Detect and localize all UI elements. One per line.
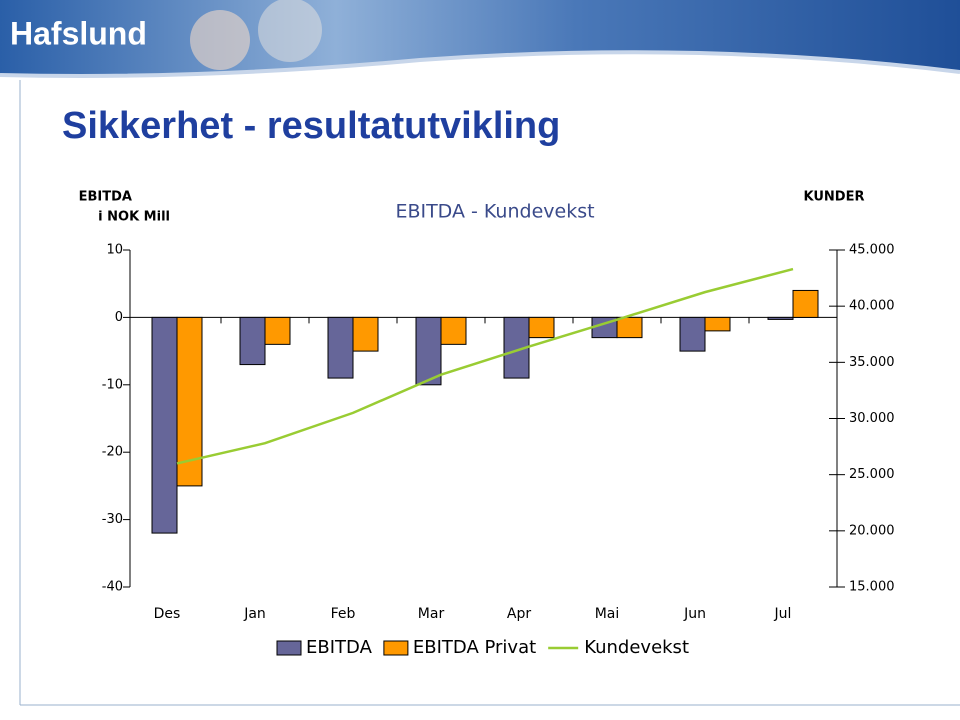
x-tick-label: Mar (418, 606, 445, 622)
bar (415, 316, 442, 386)
bar (239, 316, 266, 366)
y-tick-label: 0 (115, 310, 123, 325)
header-photo (258, 0, 322, 62)
y-tick-label: 10 (106, 243, 123, 258)
y-axis-title: i NOK Mill (98, 210, 170, 225)
legend-label: EBITDA Privat (413, 637, 536, 658)
bar (679, 316, 706, 352)
y-tick-label: -30 (102, 512, 123, 527)
y-tick-label: -20 (102, 445, 123, 460)
y2-tick-label: 30.000 (849, 411, 895, 426)
y2-tick-label: 25.000 (849, 467, 895, 482)
bar (352, 316, 379, 352)
chart-title: EBITDA - Kundevekst (395, 201, 594, 223)
bar (704, 316, 731, 332)
x-tick-label: Jun (683, 606, 706, 622)
legend-swatch (383, 640, 409, 656)
y2-tick-label: 45.000 (849, 243, 895, 258)
bar (440, 316, 467, 345)
bar (264, 316, 291, 345)
x-tick-label: Mai (595, 606, 620, 622)
logo: Hafslund (10, 15, 147, 51)
header-photo (190, 10, 250, 70)
x-tick-label: Des (154, 606, 181, 622)
bar (151, 316, 178, 534)
x-tick-label: Feb (331, 606, 356, 622)
y-axis-title: EBITDA (79, 190, 132, 205)
y-tick-label: -10 (102, 377, 123, 392)
x-tick-label: Jan (243, 606, 266, 622)
bar (327, 316, 354, 379)
legend-label: EBITDA (306, 637, 373, 658)
x-tick-label: Apr (507, 606, 531, 622)
bar (616, 316, 643, 339)
y2-tick-label: 35.000 (849, 355, 895, 370)
y2-axis-title: KUNDER (804, 190, 865, 205)
legend-swatch (276, 640, 302, 656)
legend-label: Kundevekst (584, 637, 689, 658)
y2-tick-label: 15.000 (849, 580, 895, 595)
header-curve (0, 50, 960, 78)
line (176, 267, 794, 465)
slide-title: Sikkerhet - resultatutvikling (62, 105, 560, 147)
y2-tick-label: 20.000 (849, 523, 895, 538)
x-tick-label: Jul (774, 606, 792, 622)
bar (528, 316, 555, 339)
bar (767, 316, 794, 320)
y2-tick-label: 40.000 (849, 299, 895, 314)
bar (792, 289, 819, 318)
y-tick-label: -40 (102, 580, 123, 595)
